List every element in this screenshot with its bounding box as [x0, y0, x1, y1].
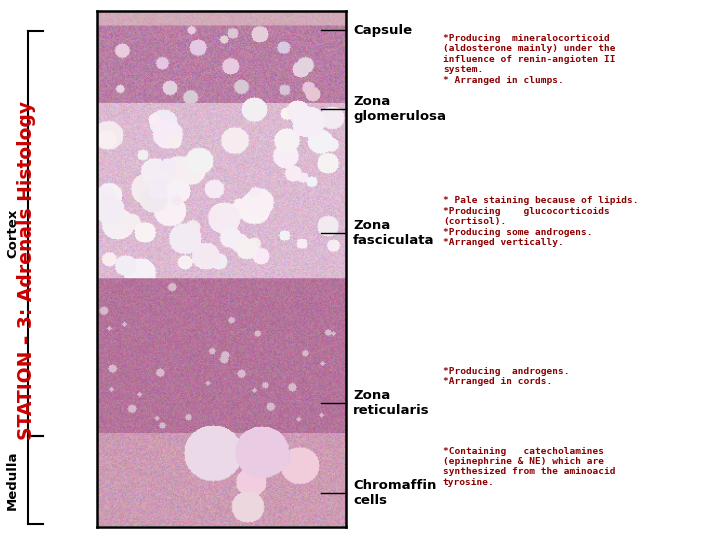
Text: * Pale staining because of lipids.
*Producing    glucocorticoids
(cortisol).
*Pr: * Pale staining because of lipids. *Prod… [443, 197, 639, 247]
Text: Zona
glomerulosa: Zona glomerulosa [353, 95, 446, 123]
Text: *Producing  mineralocorticoid
(aldosterone mainly) under the
influence of renin-: *Producing mineralocorticoid (aldosteron… [443, 34, 616, 85]
Text: Chromaffin
cells: Chromaffin cells [353, 479, 436, 507]
Text: *Producing  androgens.
*Arranged in cords.: *Producing androgens. *Arranged in cords… [443, 367, 570, 386]
Text: STATION – 3: Adrenals Histology: STATION – 3: Adrenals Histology [17, 100, 36, 440]
Text: Cortex: Cortex [6, 209, 19, 259]
Text: Capsule: Capsule [353, 24, 412, 37]
Text: Medulla: Medulla [6, 450, 19, 510]
Text: Zona
reticularis: Zona reticularis [353, 389, 430, 417]
Text: *Containing   catecholamines
(epinephrine & NE) which are
synthesized from the a: *Containing catecholamines (epinephrine … [443, 447, 616, 487]
Text: Zona
fasciculata: Zona fasciculata [353, 219, 435, 247]
